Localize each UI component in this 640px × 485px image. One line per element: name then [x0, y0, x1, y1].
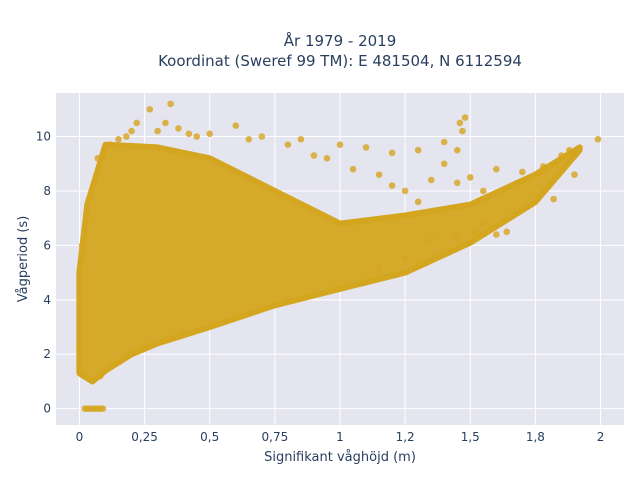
scatter-point [414, 198, 422, 206]
y-tick-label: 8 [43, 184, 51, 198]
chart-title-line1: År 1979 - 2019 [284, 31, 397, 50]
scatter-point [539, 163, 547, 170]
scatter-point [297, 135, 305, 143]
scatter-point [503, 228, 511, 236]
scatter-point [401, 187, 409, 195]
scatter-point [284, 296, 292, 304]
scatter-point [284, 141, 292, 149]
scatter-point [388, 182, 396, 189]
scatter-point [461, 114, 469, 121]
scatter-point [550, 195, 557, 203]
scatter-point [362, 144, 370, 151]
scatter-point [375, 171, 383, 178]
scatter-point [162, 119, 169, 127]
scatter-point [472, 228, 479, 236]
scatter-point [107, 141, 115, 149]
scatter-point [76, 359, 83, 366]
scatter-point [519, 168, 526, 176]
scatter-point [258, 133, 266, 140]
scatter-point [115, 359, 122, 366]
scatter-point [388, 149, 396, 157]
scatter-point [594, 135, 602, 143]
y-tick-label: 10 [36, 130, 51, 144]
scatter-point [336, 141, 344, 149]
y-tick-label: 0 [43, 402, 51, 416]
scatter-point [440, 138, 448, 146]
scatter-point [459, 127, 466, 135]
scatter-point [78, 242, 86, 249]
scatter-point [180, 329, 187, 336]
x-tick-label: 1 [336, 430, 344, 444]
scatter-point [99, 405, 107, 412]
scatter-point [115, 135, 122, 143]
scatter-point [493, 165, 500, 173]
tick-labels: 0 0,25 0,5 0,75 1 1,2 1,5 1,8 2 0 2 4 6 8 10 [36, 130, 605, 444]
scatter-point [558, 152, 565, 159]
x-tick-label: 1,2 [396, 430, 415, 444]
grid-lines [56, 93, 624, 425]
scatter-point [571, 171, 578, 178]
scatter-point [76, 280, 83, 287]
scatter-point [167, 100, 174, 108]
scatter-point [193, 133, 200, 140]
y-tick-label: 4 [43, 293, 51, 307]
scatter-point [401, 255, 409, 263]
x-tick-label: 0,5 [200, 430, 219, 444]
chart-title-line2: Koordinat (Sweref 99 TM): E 481504, N 61… [158, 52, 522, 70]
scatter-point [154, 127, 161, 135]
scatter-point [185, 130, 193, 138]
x-tick-label: 1,8 [526, 430, 545, 444]
scatter-point [102, 144, 109, 151]
scatter-point [480, 187, 487, 195]
scatter-point [232, 122, 240, 129]
scatter-point [414, 146, 422, 154]
x-tick-label: 0,25 [131, 430, 158, 444]
scatter-point [427, 176, 435, 184]
y-axis-title: Vågperiod (s) [16, 216, 31, 303]
scatter-point [123, 133, 130, 140]
x-tick-label: 2 [597, 430, 605, 444]
scatter-point [96, 372, 104, 380]
scatter-point [323, 155, 331, 162]
scatter-point [375, 263, 383, 271]
scatter-point [133, 119, 141, 127]
x-tick-label: 1,5 [461, 430, 480, 444]
scatter-point [453, 179, 461, 187]
scatter-point [349, 165, 357, 173]
scatter-point [310, 152, 318, 159]
scatter-point [128, 127, 135, 135]
scatter-point [146, 106, 154, 113]
data-layer [76, 100, 602, 412]
scatter-point [232, 312, 240, 320]
x-tick-label: 0,75 [262, 430, 289, 444]
scatter-point [206, 130, 214, 138]
scatter-point [141, 342, 148, 350]
scatter-point [440, 160, 448, 168]
scatter-point [480, 220, 487, 227]
y-tick-label: 2 [43, 347, 51, 361]
scatter-point [456, 119, 464, 127]
scatter-point [245, 135, 253, 143]
scatter-point [175, 125, 182, 132]
dense-point-cloud [76, 141, 583, 385]
scatter-point [427, 236, 435, 244]
scatter-point [493, 231, 500, 238]
scatter-point [453, 233, 461, 241]
scatter-point [94, 155, 101, 162]
scatter-point [466, 174, 474, 181]
y-tick-label: 6 [43, 238, 51, 252]
scatter-point [565, 146, 573, 154]
scatter-point [76, 342, 83, 350]
x-axis-title: Signifikant våghöjd (m) [264, 450, 416, 465]
scatter-point [453, 146, 461, 154]
x-tick-label: 0 [76, 430, 84, 444]
